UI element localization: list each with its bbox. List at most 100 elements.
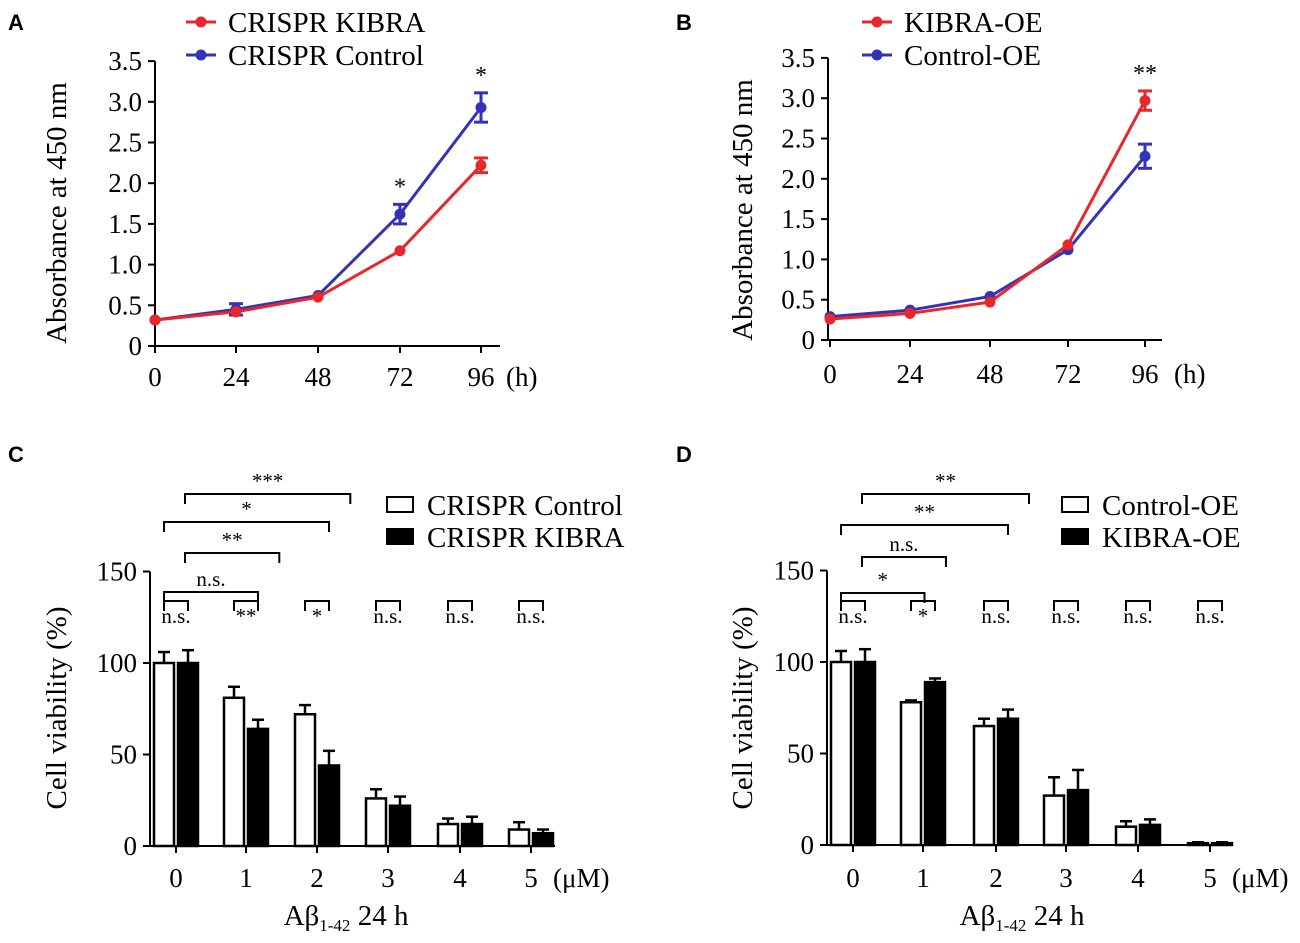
panel-c-comparison-significance: ***: [252, 469, 284, 493]
panel-d-x-axis-title-subscript: 1-42: [995, 916, 1026, 935]
panel-d-x-tick-label: 4: [1131, 863, 1145, 893]
panel-d-comparison-significance: n.s.: [889, 532, 918, 556]
panel-c-pair-significance: n.s.: [516, 604, 545, 628]
panel-c-bar-crispr-control: [222, 696, 246, 848]
panel-d-bar-kibra-oe: [923, 680, 947, 847]
panel-a-x-unit-label: (h): [506, 362, 537, 392]
panel-c-pair-bracket: [304, 600, 330, 611]
panel-d-x-axis-title-suffix: 24 h: [1026, 900, 1085, 932]
panel-c-x-tick-label: 0: [169, 863, 183, 893]
panel-a-line-chart: 0 0.5 1.0 1.5 2.0 2.5 3.0 3.5 0 24 48 72 96 (h) Absorb…: [41, 7, 537, 392]
panel-d-y-tick-label: 150: [774, 556, 815, 586]
panel-a-data-point: [394, 208, 406, 220]
panel-c-bar-crispr-control: [436, 822, 460, 848]
panel-c-x-axis-title: Aβ1-42 24 h: [284, 900, 409, 935]
panel-d-x-axis-title-main: Aβ: [960, 900, 996, 932]
panel-b-series-kibra-oe: [824, 89, 1152, 325]
panel-c-y-tick-label: 150: [97, 557, 138, 587]
panel-b-data-point: [1062, 239, 1074, 251]
panel-c-bar-crispr-kibra: [531, 831, 555, 848]
panel-a-y-tick-label: 2.0: [108, 168, 142, 198]
panel-a-legend-label-crispr-control: CRISPR Control: [228, 40, 424, 72]
panel-b-x-tick-label: 96: [1132, 359, 1159, 389]
panel-d-x-tick-label: 3: [1059, 863, 1073, 893]
panel-c-pair-significance: **: [236, 604, 257, 628]
panel-c-comparison-significance: *: [241, 497, 252, 521]
panel-d-comparison-significance: *: [878, 568, 889, 592]
panel-b-series-line-kibra-oe: [829, 99, 1147, 321]
panel-b-data-point: [824, 313, 836, 325]
panel-c-bar-crispr-control: [293, 712, 317, 848]
panel-b-y-tick-label: 3.0: [781, 83, 815, 113]
panel-c-x-tick-label: 4: [453, 863, 467, 893]
panel-c-series-crispr-control: [152, 650, 531, 848]
panel-c-bar-crispr-kibra: [176, 661, 200, 848]
panel-a-series-crispr-kibra: [149, 156, 488, 326]
panel-c-comparison-significance: **: [222, 528, 243, 552]
panel-d-x-tick-label: 5: [1203, 863, 1217, 893]
panel-d-pair-significance: n.s.: [838, 604, 867, 628]
panel-a-legend-label-crispr-kibra: CRISPR KIBRA: [228, 7, 425, 39]
panel-d-legend-swatch-kibra-oe: [1061, 528, 1089, 545]
panel-c-x-axis-title-main: Aβ: [284, 900, 320, 932]
panel-d-bar-kibra-oe: [1138, 823, 1162, 847]
panel-a-x-tick-label: 0: [148, 362, 162, 392]
panel-d-pair-significance: n.s.: [981, 604, 1010, 628]
panel-d-bar-chart: 0 50 100 150 0 1 2 3 4 5 (μM) Aβ1-42 24 h Cell viabi…: [727, 469, 1288, 935]
panel-b-x-tick-label: 24: [897, 359, 925, 389]
panel-c-legend-swatch-crispr-kibra: [386, 528, 414, 545]
panel-a-data-point: [475, 159, 487, 171]
panel-c-comparison-bracket: [163, 521, 330, 532]
panel-d-comparison-bracket: [861, 556, 947, 567]
panel-b-data-point: [984, 296, 996, 308]
panel-c-comparison-significance: n.s.: [196, 567, 225, 591]
panel-b-legend-marker-kibra-oe: [871, 16, 883, 28]
panel-d-bar-kibra-oe: [853, 660, 877, 847]
panel-c-x-axis-title-subscript: 1-42: [319, 916, 350, 935]
panel-c-bar-crispr-kibra: [246, 727, 270, 848]
panel-d-pair-bracket: [840, 600, 866, 611]
panel-label-b: B: [676, 10, 692, 35]
panel-a-significance-mark: *: [475, 63, 487, 89]
panel-b-y-tick-label: 2.0: [781, 164, 815, 194]
panel-a-x-tick-label: 48: [305, 362, 332, 392]
panel-a-y-tick-label: 3.5: [108, 46, 142, 76]
panel-d-bar-control-oe: [1186, 841, 1210, 847]
panel-b-y-tick-label: 1.0: [781, 244, 815, 274]
panel-c-series-crispr-kibra: [176, 648, 555, 848]
panel-b-y-tick-label: 0: [802, 325, 816, 355]
panel-c-x-tick-label: 3: [381, 863, 395, 893]
panel-label-d: D: [676, 442, 692, 467]
panel-a-data-point: [149, 314, 161, 326]
panel-a-y-tick-label: 0: [129, 331, 143, 361]
panel-d-pair-bracket: [1053, 600, 1079, 611]
panel-d-comparison-significance: **: [935, 469, 956, 493]
panel-b-data-point: [1139, 150, 1151, 162]
panel-d-x-tick-label: 1: [916, 863, 930, 893]
panel-a-y-tick-label: 2.5: [108, 128, 142, 158]
panel-c-pair-bracket: [447, 600, 473, 611]
panel-b-x-tick-label: 0: [823, 359, 837, 389]
panel-d-bar-control-oe: [1042, 794, 1066, 847]
panel-d-bar-control-oe: [829, 660, 853, 847]
panel-a-legend-marker-crispr-control: [195, 49, 207, 61]
panel-a-series-crispr-control: [149, 91, 488, 326]
panel-label-a: A: [8, 10, 24, 35]
panel-d-bar-kibra-oe: [1066, 788, 1090, 847]
panel-c-pair-bracket: [518, 600, 544, 611]
panel-c-pair-bracket: [375, 600, 401, 611]
panel-b-y-tick-label: 2.5: [781, 124, 815, 154]
panel-d-series-control-oe: [829, 649, 1210, 847]
panel-a-y-axis-title: Absorbance at 450 nm: [41, 82, 73, 344]
panel-c-bar-crispr-control: [507, 828, 531, 848]
panel-a-x-tick-label: 72: [387, 362, 414, 392]
panel-a-data-point: [312, 291, 324, 303]
panel-c-bar-crispr-control: [152, 661, 176, 848]
panel-c-pair-bracket: [233, 600, 259, 611]
panel-d-pair-significance: *: [918, 604, 929, 628]
panel-d-comparison-bracket: [840, 592, 926, 603]
panel-d-bar-control-oe: [899, 701, 923, 847]
panel-d-bar-control-oe: [972, 724, 996, 847]
panel-label-c: C: [8, 442, 24, 467]
panel-b-x-tick-label: 48: [977, 359, 1004, 389]
